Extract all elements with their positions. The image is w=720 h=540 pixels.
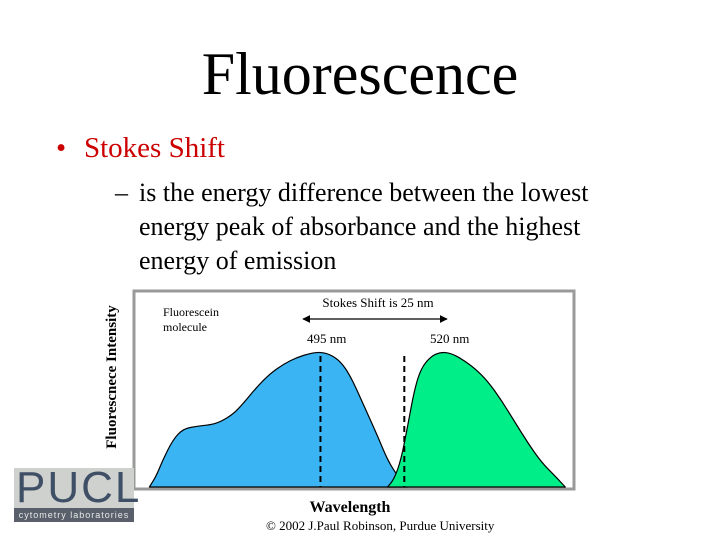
pucl-logo: PUCL cytometry laboratories bbox=[14, 464, 139, 524]
sub-bullet-text: is the energy difference between the low… bbox=[139, 178, 589, 275]
logo-letters: PUCL bbox=[16, 463, 142, 512]
sub-bullet-dash: – bbox=[115, 178, 128, 207]
x-axis-label: Wavelength bbox=[310, 499, 391, 516]
bullet-marker: • bbox=[56, 132, 67, 164]
bullet-stokes-shift: Stokes Shift bbox=[84, 132, 225, 164]
copyright-text: © 2002 J.Paul Robinson, Purdue Universit… bbox=[266, 518, 495, 533]
slide-title: Fluorescence bbox=[201, 41, 519, 107]
y-axis-label: Fluorescnece Intensity bbox=[104, 305, 120, 449]
stokes-shift-label: Stokes Shift is 25 nm bbox=[322, 295, 433, 310]
absorbance-curve bbox=[148, 351, 409, 488]
molecule-label-line2: molecule bbox=[163, 320, 207, 334]
logo-subtitle: cytometry laboratories bbox=[18, 510, 130, 520]
peak-495-label: 495 nm bbox=[307, 331, 346, 346]
logo-block bbox=[14, 468, 134, 508]
emission-curve bbox=[386, 351, 566, 488]
molecule-label-line1: Fluorescein bbox=[163, 305, 219, 319]
peak-520-label: 520 nm bbox=[430, 331, 469, 346]
logo-band bbox=[14, 508, 134, 522]
